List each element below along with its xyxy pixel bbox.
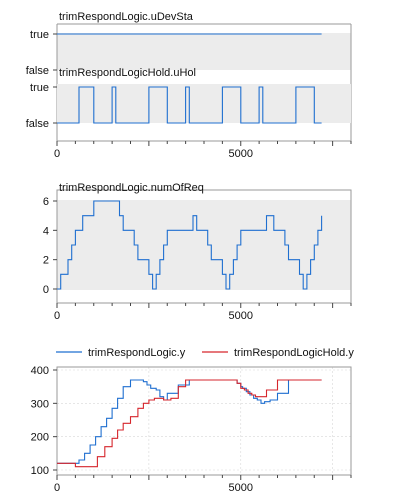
chart-title: trimRespondLogic.numOfReq [59, 182, 204, 194]
y-tick-label: 6 [43, 196, 49, 208]
chart-title: trimRespondLogic.uDevSta [59, 11, 194, 23]
y-tick-label: true [30, 29, 49, 41]
data-range-band [57, 200, 351, 290]
data-range-band [57, 84, 351, 123]
x-tick-label: 5000 [229, 148, 253, 160]
y-tick-label: 100 [31, 465, 49, 477]
chart-title: trimRespondLogicHold.uHol [59, 67, 196, 79]
panel-udevsta: trimRespondLogic.uDevSta false true [26, 11, 352, 141]
series-line-0 [57, 379, 322, 464]
panel-y-comparison: 100 200 300 400 0 5000 trimRespondLogic.y trimR… [31, 347, 355, 494]
x-tick-label: 0 [54, 148, 60, 160]
plot-frame [56, 366, 352, 476]
series-line [57, 200, 323, 290]
legend-label: trimRespondLogicHold.y [234, 347, 354, 359]
panel-numofreq: trimRespondLogic.numOfReq 0 2 4 6 0 5000 [43, 182, 352, 322]
y-tick-label: true [30, 82, 49, 94]
y-tick-label: 400 [31, 365, 49, 377]
legend-label: trimRespondLogic.y [88, 347, 186, 359]
x-tick-label: 5000 [229, 310, 253, 322]
y-tick-label: false [26, 118, 49, 130]
y-tick-label: 200 [31, 432, 49, 444]
x-tick-label: 0 [54, 310, 60, 322]
panel-uhol: trimRespondLogicHold.uHol false true 0 5000 [26, 67, 352, 160]
y-tick-label: 0 [43, 284, 49, 296]
x-tick-label: 0 [54, 482, 60, 494]
series-line-1 [57, 379, 322, 468]
y-tick-label: false [26, 65, 49, 77]
data-range-band [57, 33, 351, 70]
y-tick-label: 2 [43, 255, 49, 267]
x-tick-label: 5000 [229, 482, 253, 494]
series-line [57, 86, 322, 124]
y-tick-label: 4 [43, 225, 49, 237]
y-tick-label: 300 [31, 398, 49, 410]
